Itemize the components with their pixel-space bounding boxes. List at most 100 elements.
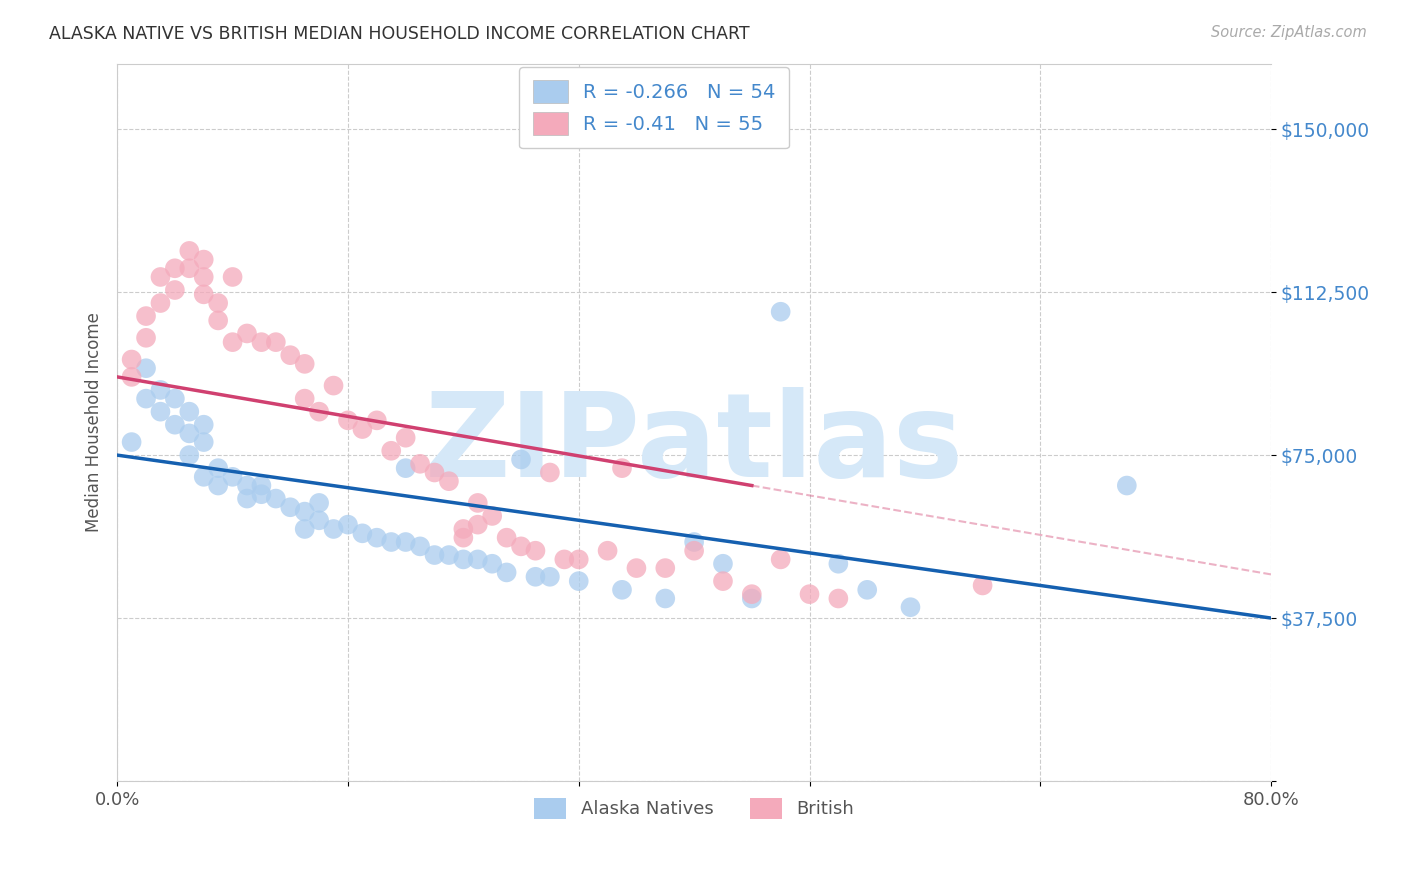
Point xyxy=(423,466,446,480)
Point xyxy=(799,587,821,601)
Point xyxy=(495,531,517,545)
Point xyxy=(610,461,633,475)
Point xyxy=(769,304,792,318)
Point xyxy=(467,517,489,532)
Point xyxy=(510,540,533,554)
Point xyxy=(524,543,547,558)
Point xyxy=(366,413,388,427)
Point xyxy=(409,457,432,471)
Point xyxy=(856,582,879,597)
Point xyxy=(163,283,186,297)
Point xyxy=(294,357,316,371)
Point xyxy=(264,335,287,350)
Point xyxy=(179,244,201,258)
Point xyxy=(278,500,301,515)
Point xyxy=(336,413,359,427)
Point xyxy=(236,478,259,492)
Point xyxy=(149,296,172,310)
Point xyxy=(741,591,763,606)
Point xyxy=(453,531,475,545)
Point xyxy=(654,591,676,606)
Point xyxy=(308,513,330,527)
Point xyxy=(308,496,330,510)
Point xyxy=(467,496,489,510)
Point xyxy=(236,491,259,506)
Point xyxy=(264,491,287,506)
Point xyxy=(683,535,706,549)
Point xyxy=(568,574,591,588)
Point xyxy=(193,270,215,285)
Point xyxy=(741,587,763,601)
Point xyxy=(193,252,215,267)
Point xyxy=(193,417,215,432)
Point xyxy=(193,287,215,301)
Point xyxy=(366,531,388,545)
Point xyxy=(294,522,316,536)
Point xyxy=(711,557,734,571)
Point xyxy=(395,431,418,445)
Point xyxy=(827,591,849,606)
Point xyxy=(207,461,229,475)
Point xyxy=(250,478,273,492)
Point xyxy=(711,574,734,588)
Point xyxy=(481,508,503,523)
Point xyxy=(193,435,215,450)
Point xyxy=(481,557,503,571)
Point xyxy=(352,526,374,541)
Point xyxy=(495,566,517,580)
Point xyxy=(453,522,475,536)
Point xyxy=(163,261,186,276)
Point xyxy=(972,578,994,592)
Point xyxy=(336,517,359,532)
Point xyxy=(683,543,706,558)
Point xyxy=(250,487,273,501)
Point xyxy=(193,470,215,484)
Point xyxy=(221,270,243,285)
Point xyxy=(524,570,547,584)
Point xyxy=(568,552,591,566)
Point xyxy=(538,570,561,584)
Point xyxy=(163,392,186,406)
Point xyxy=(380,535,402,549)
Point xyxy=(900,600,922,615)
Point xyxy=(467,552,489,566)
Point xyxy=(294,505,316,519)
Point xyxy=(409,540,432,554)
Point xyxy=(236,326,259,341)
Point xyxy=(179,426,201,441)
Point xyxy=(149,270,172,285)
Point xyxy=(135,392,157,406)
Point xyxy=(538,466,561,480)
Point xyxy=(453,552,475,566)
Point xyxy=(250,335,273,350)
Point xyxy=(769,552,792,566)
Legend: Alaska Natives, British: Alaska Natives, British xyxy=(527,790,862,826)
Text: ZIPatlas: ZIPatlas xyxy=(425,386,963,501)
Point xyxy=(221,335,243,350)
Point xyxy=(135,361,157,376)
Point xyxy=(294,392,316,406)
Point xyxy=(179,405,201,419)
Text: ALASKA NATIVE VS BRITISH MEDIAN HOUSEHOLD INCOME CORRELATION CHART: ALASKA NATIVE VS BRITISH MEDIAN HOUSEHOL… xyxy=(49,25,749,43)
Point xyxy=(163,417,186,432)
Point xyxy=(827,557,849,571)
Point xyxy=(207,296,229,310)
Text: Source: ZipAtlas.com: Source: ZipAtlas.com xyxy=(1211,25,1367,40)
Point xyxy=(207,313,229,327)
Point xyxy=(437,474,460,488)
Point xyxy=(179,261,201,276)
Point xyxy=(221,470,243,484)
Point xyxy=(207,478,229,492)
Point xyxy=(352,422,374,436)
Point xyxy=(322,522,344,536)
Point xyxy=(135,309,157,323)
Point xyxy=(423,548,446,562)
Point xyxy=(596,543,619,558)
Point xyxy=(135,331,157,345)
Point xyxy=(308,405,330,419)
Point xyxy=(395,461,418,475)
Point xyxy=(380,443,402,458)
Y-axis label: Median Household Income: Median Household Income xyxy=(86,312,103,533)
Point xyxy=(610,582,633,597)
Point xyxy=(437,548,460,562)
